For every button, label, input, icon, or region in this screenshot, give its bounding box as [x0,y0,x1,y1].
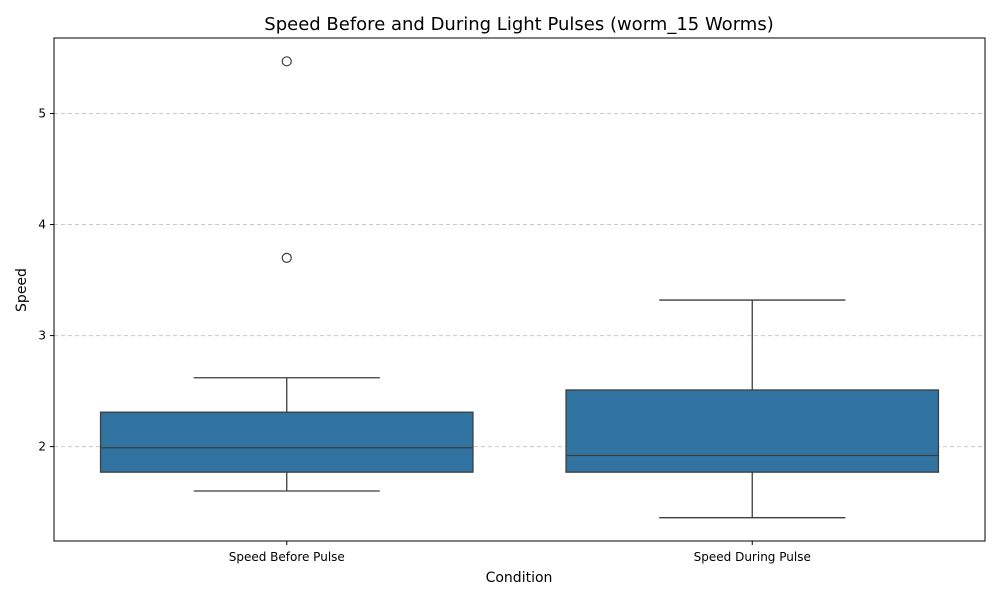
box-group [99,56,474,492]
boxes-layer [99,56,940,519]
y-tick-label: 2 [38,440,46,454]
y-tick-label: 5 [38,107,46,121]
x-axis-label: Condition [486,570,553,586]
y-axis-label: Speed [14,268,30,312]
iqr-box [565,389,940,473]
x-tick-label: Speed Before Pulse [229,550,345,564]
x-tick-label: Speed During Pulse [694,550,811,564]
y-axis: 2 3 4 5 [38,107,54,454]
chart-title: Speed Before and During Light Pulses (wo… [264,14,773,35]
box-group [565,299,940,519]
x-axis: Speed Before Pulse Speed During Pulse [229,541,811,564]
outlier-point [281,252,292,263]
iqr-box [99,411,474,473]
outlier-point [281,56,292,67]
y-tick-label: 3 [38,329,46,343]
plot-frame [53,37,986,542]
y-tick-label: 4 [38,218,46,232]
